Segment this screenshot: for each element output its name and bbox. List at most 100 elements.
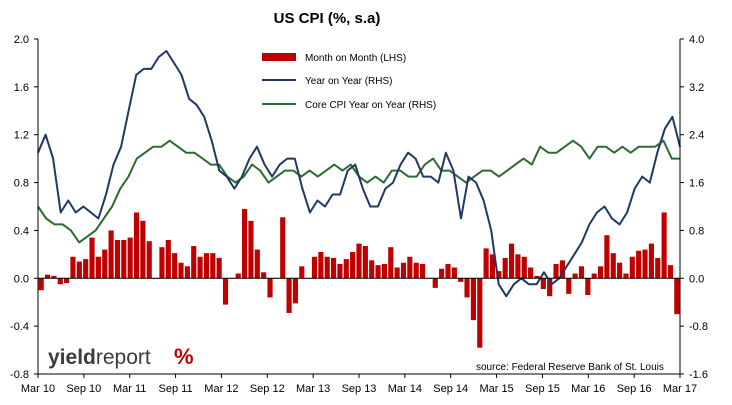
mom-bar [617,262,623,279]
mom-bar [216,257,222,279]
logo-text: yieldreport [48,346,151,369]
mom-bar [261,272,267,279]
mom-bar [400,262,407,279]
mom-bar [439,268,445,279]
mom-bar [242,208,248,279]
mom-bar [648,243,654,279]
mom-bar [311,256,318,279]
mom-bar [636,250,642,279]
mom-bar [222,278,229,305]
mom-bar [57,278,63,285]
mom-bar [496,271,502,279]
mom-bar [362,245,368,279]
mom-bar [299,266,305,279]
x-tick-label: Sep 16 [617,383,652,395]
x-tick-label: Mar 15 [479,383,513,395]
mom-bar [604,235,610,279]
mom-bar [508,243,515,279]
mom-bar [591,273,597,279]
right-tick-label: 3.2 [689,82,704,94]
legend: Month on Month (LHS) Year on Year (RHS) … [262,53,436,111]
mom-bar [133,212,140,279]
source-note: source: Federal Reserve Bank of St. Loui… [476,362,664,373]
mom-bar [470,278,476,321]
right-tick-label: -1.6 [689,369,708,381]
x-tick-label: Sep 10 [66,383,101,395]
mom-bar [381,263,388,279]
mom-bar [172,253,178,279]
mom-bar [407,256,413,279]
mom-bar [267,278,273,298]
mom-bar [661,212,667,279]
mom-bar [95,256,101,279]
mom-bar [318,251,324,279]
mom-bar [553,263,559,279]
x-tick-label: Mar 17 [663,383,697,395]
mom-bar [89,237,95,279]
mom-bar [667,265,674,279]
mom-bar [64,278,70,284]
mom-bar [350,251,356,279]
mom-bar [324,256,330,279]
x-tick-label: Sep 12 [250,383,285,395]
mom-bar [38,278,44,291]
mom-bar [210,253,216,279]
mom-bar [121,240,127,279]
mom-bar [547,278,553,297]
mom-bar [540,278,546,290]
right-tick-label: -0.8 [689,321,708,333]
mom-bar [388,247,394,279]
mom-bar [502,257,508,279]
mom-bar [165,240,171,279]
right-tick-label: 2.4 [689,130,704,142]
axes [37,39,681,375]
mom-bar [394,267,400,279]
right-tick-label: 4.0 [689,34,704,46]
mom-bar [235,273,241,279]
x-tick-label: Mar 11 [113,383,146,395]
mom-bar [597,266,604,279]
legend-swatch-mom [262,53,296,61]
x-tick-label: Mar 16 [571,383,605,395]
legend-label-core: Core CPI Year on Year (RHS) [305,100,436,111]
mom-bar [528,267,534,279]
left-tick-label: -0.4 [10,321,29,333]
mom-bar [280,217,286,279]
mom-bar [413,262,419,279]
x-tick-label: Sep 14 [433,383,468,395]
yoy-lines [37,50,681,298]
mom-bar [203,253,210,279]
right-tick-label: 0.0 [689,273,704,285]
left-axis-ticks: -0.8 -0.4 0.0 0.4 0.8 1.2 1.6 2.0 [10,34,38,381]
mom-bar [515,254,521,279]
mom-bar [451,267,457,279]
mom-bar [642,249,648,279]
mom-bar [477,278,483,348]
legend-label-mom: Month on Month (LHS) [305,53,406,64]
left-tick-label: 1.6 [14,82,29,94]
x-tick-label: Mar 13 [296,383,330,395]
mom-bar [76,261,82,279]
mom-bar [623,273,629,279]
mom-bar [610,253,616,279]
mom-bar [578,266,585,279]
x-tick-label: Mar 12 [204,383,238,395]
headline-yoy-line [37,50,681,298]
left-tick-label: -0.8 [10,369,29,381]
mom-bar [489,254,496,279]
x-axis-ticks: Mar 10 Sep 10 Mar 11 Sep 11 Mar 12 Sep 12 Mar … [21,374,697,395]
mom-bar [140,220,146,279]
mom-bar [356,243,362,279]
mom-bar [521,256,527,279]
mom-bar [432,278,438,288]
mom-bars [38,208,680,348]
left-tick-label: 0.0 [14,273,29,285]
right-tick-label: 1.6 [689,178,704,190]
right-axis-ticks: -1.6 -0.8 0.0 0.8 1.6 2.4 3.2 4.0 [680,34,708,381]
chart-title: US CPI (%, s.a) [274,10,381,27]
mom-bar [254,249,260,279]
mom-bar [458,278,464,282]
mom-bar [191,245,197,279]
